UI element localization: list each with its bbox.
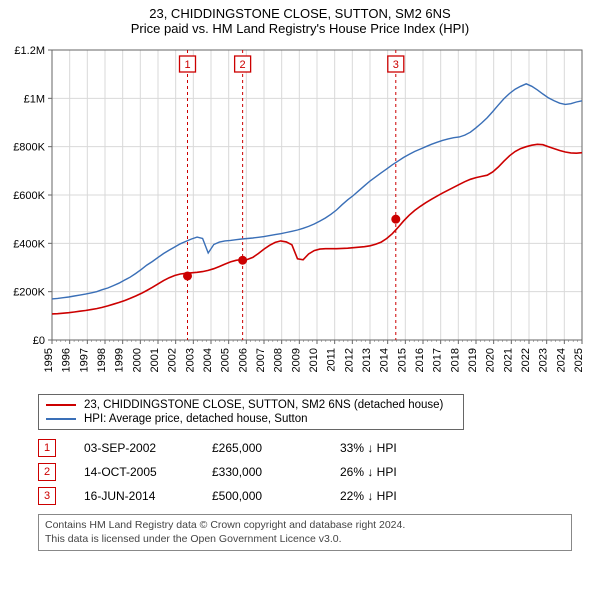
xtick-label: 2010 [308, 348, 320, 372]
xtick-label: 2024 [555, 348, 567, 372]
sale-diff: 26% ↓ HPI [340, 465, 440, 479]
chart-svg: £0 £200K £400K £600K £800K £1M £1.2M 1995 1996 19… [10, 40, 588, 390]
sale-badge: 3 [38, 487, 56, 505]
xtick-label: 2023 [538, 348, 550, 372]
sales-table: 1 03-SEP-2002 £265,000 33% ↓ HPI 2 14-OCT-200… [38, 436, 588, 508]
legend-swatch [46, 404, 76, 406]
xtick-label: 2013 [361, 348, 373, 372]
xtick-label: 2004 [202, 348, 214, 372]
chart-title: 23, CHIDDINGSTONE CLOSE, SUTTON, SM2 6NS [0, 0, 600, 21]
xtick-label: 1995 [43, 348, 55, 372]
chart-container: 23, CHIDDINGSTONE CLOSE, SUTTON, SM2 6NS… [0, 0, 600, 590]
sale-marker-dot [183, 271, 192, 280]
xtick-label: 1998 [96, 348, 108, 372]
legend: 23, CHIDDINGSTONE CLOSE, SUTTON, SM2 6NS… [38, 394, 464, 430]
sale-diff: 33% ↓ HPI [340, 441, 440, 455]
footer-line-1: Contains HM Land Registry data © Crown c… [45, 519, 565, 533]
footer-line-2: This data is licensed under the Open Gov… [45, 533, 565, 547]
ytick-label: £0 [33, 335, 45, 347]
sale-badge: 1 [38, 439, 56, 457]
xtick-label: 2009 [290, 348, 302, 372]
legend-row: HPI: Average price, detached house, Sutt… [42, 412, 460, 426]
chart-subtitle: Price paid vs. HM Land Registry's House … [0, 21, 600, 40]
sale-row: 3 16-JUN-2014 £500,000 22% ↓ HPI [38, 484, 588, 508]
legend-label: 23, CHIDDINGSTONE CLOSE, SUTTON, SM2 6NS… [84, 399, 443, 411]
sale-row: 2 14-OCT-2005 £330,000 26% ↓ HPI [38, 460, 588, 484]
sale-price: £500,000 [212, 489, 312, 503]
ytick-label: £200K [13, 287, 45, 299]
xtick-label: 2001 [149, 348, 161, 372]
xtick-label: 2017 [432, 348, 444, 372]
xtick-label: 2021 [502, 348, 514, 372]
price-chart: £0 £200K £400K £600K £800K £1M £1.2M 1995 1996 19… [10, 40, 588, 390]
xtick-label: 1996 [61, 348, 73, 372]
xtick-label: 2012 [343, 348, 355, 372]
sale-marker-dot [391, 215, 400, 224]
sale-badge: 2 [38, 463, 56, 481]
sale-row: 1 03-SEP-2002 £265,000 33% ↓ HPI [38, 436, 588, 460]
ytick-label: £600K [13, 190, 45, 202]
ytick-label: £1.2M [14, 45, 45, 57]
legend-swatch [46, 418, 76, 420]
xtick-label: 1999 [114, 348, 126, 372]
legend-row: 23, CHIDDINGSTONE CLOSE, SUTTON, SM2 6NS… [42, 398, 460, 412]
xtick-label: 2005 [220, 348, 232, 372]
xtick-label: 2022 [520, 348, 532, 372]
ytick-label: £400K [13, 238, 45, 250]
sale-diff: 22% ↓ HPI [340, 489, 440, 503]
xtick-label: 2020 [485, 348, 497, 372]
xtick-label: 2008 [273, 348, 285, 372]
sale-price: £330,000 [212, 465, 312, 479]
xtick-label: 2003 [184, 348, 196, 372]
sale-price: £265,000 [212, 441, 312, 455]
sale-badge-num: 2 [240, 59, 246, 71]
sale-badge-num: 1 [184, 59, 190, 71]
xtick-label: 2025 [573, 348, 585, 372]
ytick-label: £800K [13, 142, 45, 154]
attribution-footer: Contains HM Land Registry data © Crown c… [38, 514, 572, 551]
xtick-label: 2007 [255, 348, 267, 372]
xtick-label: 2019 [467, 348, 479, 372]
sale-date: 03-SEP-2002 [84, 441, 184, 455]
xtick-label: 2018 [449, 348, 461, 372]
xtick-label: 1997 [78, 348, 90, 372]
xtick-label: 2014 [379, 348, 391, 372]
xtick-label: 2015 [396, 348, 408, 372]
sale-marker-dot [238, 256, 247, 265]
sale-badge-num: 3 [393, 59, 399, 71]
sale-date: 16-JUN-2014 [84, 489, 184, 503]
xtick-label: 2000 [131, 348, 143, 372]
xtick-label: 2016 [414, 348, 426, 372]
ytick-label: £1M [24, 93, 45, 105]
legend-label: HPI: Average price, detached house, Sutt… [84, 413, 308, 425]
sale-date: 14-OCT-2005 [84, 465, 184, 479]
xtick-label: 2002 [167, 348, 179, 372]
xtick-label: 2006 [237, 348, 249, 372]
xtick-label: 2011 [326, 348, 338, 372]
